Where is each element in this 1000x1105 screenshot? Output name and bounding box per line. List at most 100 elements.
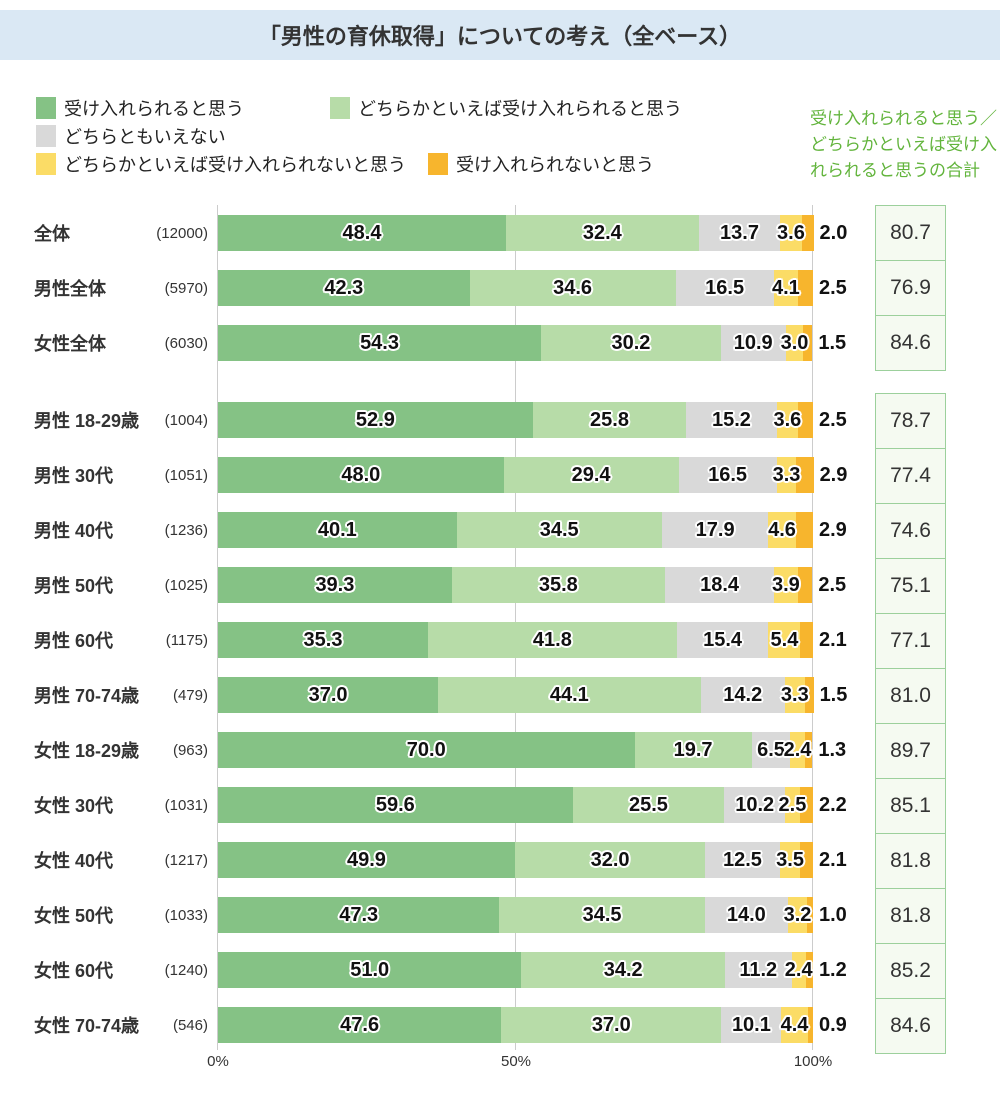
bar-segment-neutral: 14.2 [700, 677, 786, 713]
total-box: 78.7 [875, 393, 946, 449]
segment-value: 3.5 [776, 849, 804, 871]
row-label-wrap: 女性 70-74歳 (546) [34, 1007, 208, 1043]
totals-column-note: 受け入れられると思う／ どちらかといえば受け入 れられると思うの合計 [810, 109, 997, 180]
stacked-bar: 70.0 19.7 6.5 2.4 1.3 [218, 732, 846, 768]
segment-value: 5.4 [770, 629, 799, 651]
row-label: 男性全体 [34, 279, 106, 299]
segment-value: 17.9 [695, 519, 735, 541]
bar-segment-somewhat-accept: 32.4 [505, 215, 699, 251]
segment-value: 3.2 [783, 904, 812, 926]
row-label: 女性 30代 [34, 796, 114, 816]
segment-value: 32.0 [590, 849, 630, 871]
axis-tick-label-100: 100% [793, 1053, 833, 1070]
total-box: 89.7 [875, 723, 946, 779]
row-sample-size: (963) [172, 741, 208, 759]
bar-segment-somewhat-reject: 4.1 [772, 270, 800, 306]
stacked-bar: 59.6 25.5 10.2 2.5 2.2 [218, 787, 847, 823]
bar-segment-accept: 54.3 [218, 325, 542, 361]
segment-value: 3.6 [777, 222, 805, 244]
segment-value: 2.5 [818, 409, 847, 431]
bar-segment-neutral: 15.2 [686, 402, 777, 438]
segment-value: 25.8 [590, 409, 629, 431]
segment-value: 2.5 [818, 277, 847, 299]
bar-segment-reject: 2.0 [801, 215, 847, 251]
bar-segment-somewhat-reject: 3.5 [776, 842, 804, 878]
row-sample-size: (1175) [165, 631, 208, 649]
stacked-bar: 37.0 44.1 14.2 3.3 1.5 [218, 677, 847, 713]
bar-segment-reject: 1.5 [804, 677, 847, 713]
segment-value: 34.5 [539, 519, 579, 541]
row-label-wrap: 全体 (12000) [34, 215, 208, 251]
segment-value: 13.7 [720, 222, 759, 244]
segment-value: 3.0 [780, 332, 809, 354]
legend-label: どちらともいえない [64, 127, 226, 147]
bar-segment-neutral: 14.0 [704, 897, 788, 933]
segment-value: 10.2 [735, 794, 775, 816]
row-label: 男性 40代 [34, 521, 114, 541]
stacked-bar: 54.3 30.2 10.9 3.0 1.5 [218, 325, 846, 361]
chart-title: 「男性の育休取得」についての考え（全ベース） [258, 24, 742, 49]
row-label-wrap: 女性 50代 (1033) [34, 897, 208, 933]
row-label-wrap: 男性 30代 (1051) [34, 457, 208, 493]
legend-row: どちらかといえば受け入れられないと思う 受け入れられないと思う [36, 150, 682, 178]
segment-value: 25.5 [629, 794, 668, 816]
row-label-wrap: 女性 60代 (1240) [34, 952, 208, 988]
stacked-bar: 48.0 29.4 16.5 3.3 2.9 [218, 457, 847, 493]
bar-segment-somewhat-reject: 3.9 [772, 567, 800, 603]
stacked-bar: 39.3 35.8 18.4 3.9 2.5 [218, 567, 846, 603]
segment-value: 2.4 [784, 959, 813, 981]
bar-segment-somewhat-reject: 3.2 [784, 897, 811, 933]
segment-value: 70.0 [406, 739, 446, 761]
bar-segment-somewhat-accept: 37.0 [501, 1007, 722, 1043]
segment-value: 48.4 [342, 222, 382, 244]
segment-value: 2.9 [819, 464, 848, 486]
bar-segment-reject: 0.9 [807, 1007, 847, 1043]
row-sample-size: (1031) [164, 796, 208, 814]
stacked-bar: 40.1 34.5 17.9 4.6 2.9 [218, 512, 847, 548]
row-label-wrap: 男性 50代 (1025) [34, 567, 208, 603]
bar-segment-reject: 2.1 [800, 842, 847, 878]
segment-value: 47.6 [340, 1014, 380, 1036]
segment-value: 59.6 [375, 794, 415, 816]
bar-segment-reject: 2.5 [798, 270, 847, 306]
segment-value: 47.3 [339, 904, 379, 926]
legend-swatch-neutral-icon [36, 125, 56, 147]
stacked-bar: 42.3 34.6 16.5 4.1 2.5 [218, 270, 847, 306]
bar-segment-somewhat-accept: 34.5 [499, 897, 705, 933]
legend-swatch-somewhat-reject-icon [36, 153, 56, 175]
segment-value: 16.5 [708, 464, 748, 486]
segment-value: 18.4 [700, 574, 740, 596]
bar-segment-neutral: 13.7 [698, 215, 781, 251]
total-box: 81.0 [875, 668, 946, 724]
row-sample-size: (1217) [164, 851, 208, 869]
legend-item-somewhat-accept: どちらかといえば受け入れられると思う [330, 95, 682, 121]
bar-segment-somewhat-accept: 35.8 [451, 567, 665, 603]
totals-column-group1: 80.7 76.9 84.6 [875, 205, 946, 371]
row-label: 男性 30代 [34, 466, 114, 486]
segment-value: 0.9 [818, 1014, 847, 1036]
segment-value: 54.3 [360, 332, 399, 354]
bar-segment-somewhat-reject: 3.3 [773, 457, 800, 493]
segment-value: 11.2 [739, 959, 778, 981]
total-box: 77.1 [875, 613, 946, 669]
total-box: 84.6 [875, 315, 946, 371]
row-label: 女性 40代 [34, 851, 114, 871]
row-label-wrap: 女性 18-29歳 (963) [34, 732, 208, 768]
legend-item-accept: 受け入れられると思う [36, 95, 330, 121]
total-box: 84.6 [875, 998, 946, 1054]
segment-value: 6.5 [757, 739, 785, 761]
bar-segment-reject: 2.5 [798, 402, 847, 438]
row-sample-size: (6030) [164, 334, 208, 352]
row-sample-size: (1004) [164, 411, 208, 429]
segment-value: 51.0 [350, 959, 390, 981]
row-label: 男性 60代 [34, 631, 114, 651]
row-label: 女性 18-29歳 [34, 741, 140, 761]
row-label: 女性 50代 [34, 906, 114, 926]
bar-segment-somewhat-reject: 3.3 [781, 677, 809, 713]
segment-value: 10.1 [731, 1014, 771, 1036]
bar-segment-accept: 42.3 [218, 270, 470, 306]
segment-value: 1.2 [818, 959, 847, 981]
bar-segment-somewhat-accept: 32.0 [514, 842, 706, 878]
total-box: 74.6 [875, 503, 946, 559]
segment-value: 44.1 [549, 684, 589, 706]
